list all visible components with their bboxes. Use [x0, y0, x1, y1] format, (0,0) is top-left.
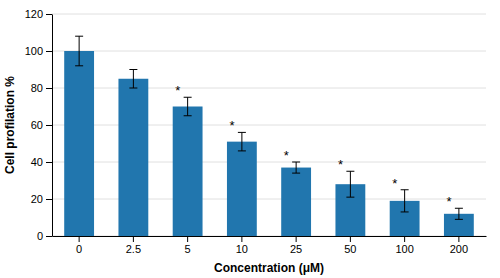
x-tick: 0 — [76, 236, 82, 255]
error-bar — [238, 132, 246, 151]
x-tick-label: 200 — [450, 243, 468, 255]
x-axis: 0 2.5 5 10 25 50 100 200 — [53, 236, 487, 255]
x-tick: 5 — [185, 236, 191, 255]
significance-star: * — [446, 194, 451, 209]
x-axis-title: Concentration (μM) — [214, 261, 324, 275]
y-tick: 80 — [31, 82, 52, 94]
y-tick-label: 120 — [25, 8, 43, 20]
x-tick: 2.5 — [126, 236, 141, 255]
significance-star: * — [338, 157, 343, 172]
grid-line — [52, 199, 486, 200]
x-tick-mark — [241, 236, 242, 242]
x-tick-label: 5 — [185, 243, 191, 255]
error-bar — [75, 36, 83, 66]
y-tick-mark — [46, 88, 52, 89]
y-tick: 100 — [25, 45, 52, 57]
x-tick-mark — [296, 236, 297, 242]
y-tick-label: 80 — [31, 82, 43, 94]
bar — [227, 142, 257, 236]
y-tick: 40 — [31, 156, 52, 168]
y-tick-mark — [46, 162, 52, 163]
x-tick-label: 100 — [395, 243, 413, 255]
significance-star: * — [175, 83, 180, 98]
x-tick-mark — [458, 236, 459, 242]
y-tick: 0 — [37, 230, 52, 242]
error-bar — [129, 70, 137, 89]
x-tick-mark — [187, 236, 188, 242]
x-tick: 50 — [344, 236, 356, 255]
x-tick: 25 — [290, 236, 302, 255]
x-tick-label: 50 — [344, 243, 356, 255]
y-tick-label: 100 — [25, 45, 43, 57]
plot: 0 2.5 5 10 25 50 100 200 0 20 40 60 80 100 120 * * * * * * — [25, 8, 487, 255]
x-tick-label: 0 — [76, 243, 82, 255]
y-tick-label: 0 — [37, 230, 43, 242]
error-bar — [455, 208, 463, 219]
x-tick-mark — [404, 236, 405, 242]
bar — [173, 107, 203, 237]
significance-star: * — [392, 176, 397, 191]
y-axis-line — [52, 15, 53, 237]
y-tick: 120 — [25, 8, 52, 20]
x-tick-mark — [133, 236, 134, 242]
error-bar — [401, 190, 409, 212]
error-bar — [346, 171, 354, 197]
marks — [64, 36, 474, 236]
y-axis: 0 20 40 60 80 100 120 — [25, 8, 53, 242]
y-tick-label: 40 — [31, 156, 43, 168]
error-bar — [184, 97, 192, 116]
y-tick-mark — [46, 14, 52, 15]
significance-star: * — [284, 148, 289, 163]
y-tick: 20 — [31, 193, 52, 205]
grid-line — [52, 125, 486, 126]
y-tick-mark — [46, 199, 52, 200]
x-tick: 10 — [236, 236, 248, 255]
x-tick: 200 — [450, 236, 468, 255]
bar — [281, 168, 311, 236]
annotations: * * * * * * — [175, 83, 451, 209]
significance-star: * — [229, 118, 234, 133]
bar — [64, 51, 94, 236]
grid — [52, 14, 486, 236]
error-bar — [292, 162, 300, 173]
x-axis-line — [53, 236, 487, 237]
grid-line — [52, 14, 486, 15]
grid-line — [52, 162, 486, 163]
x-tick-mark — [79, 236, 80, 242]
x-tick-label: 10 — [236, 243, 248, 255]
grid-line — [52, 51, 486, 52]
y-axis-title: Cell profilation % — [3, 76, 17, 174]
y-tick: 60 — [31, 119, 52, 131]
x-tick-label: 25 — [290, 243, 302, 255]
bar — [118, 79, 148, 236]
y-tick-label: 60 — [31, 119, 43, 131]
y-tick-mark — [46, 125, 52, 126]
grid-line — [52, 236, 486, 237]
y-tick-mark — [46, 236, 52, 237]
y-tick-label: 20 — [31, 193, 43, 205]
x-tick: 100 — [395, 236, 413, 255]
grid-line — [52, 88, 486, 89]
chart: 0 2.5 5 10 25 50 100 200 0 20 40 60 80 100 120 * * * * * * Co… — [0, 0, 500, 278]
x-tick-label: 2.5 — [126, 243, 141, 255]
y-tick-mark — [46, 51, 52, 52]
x-tick-mark — [350, 236, 351, 242]
